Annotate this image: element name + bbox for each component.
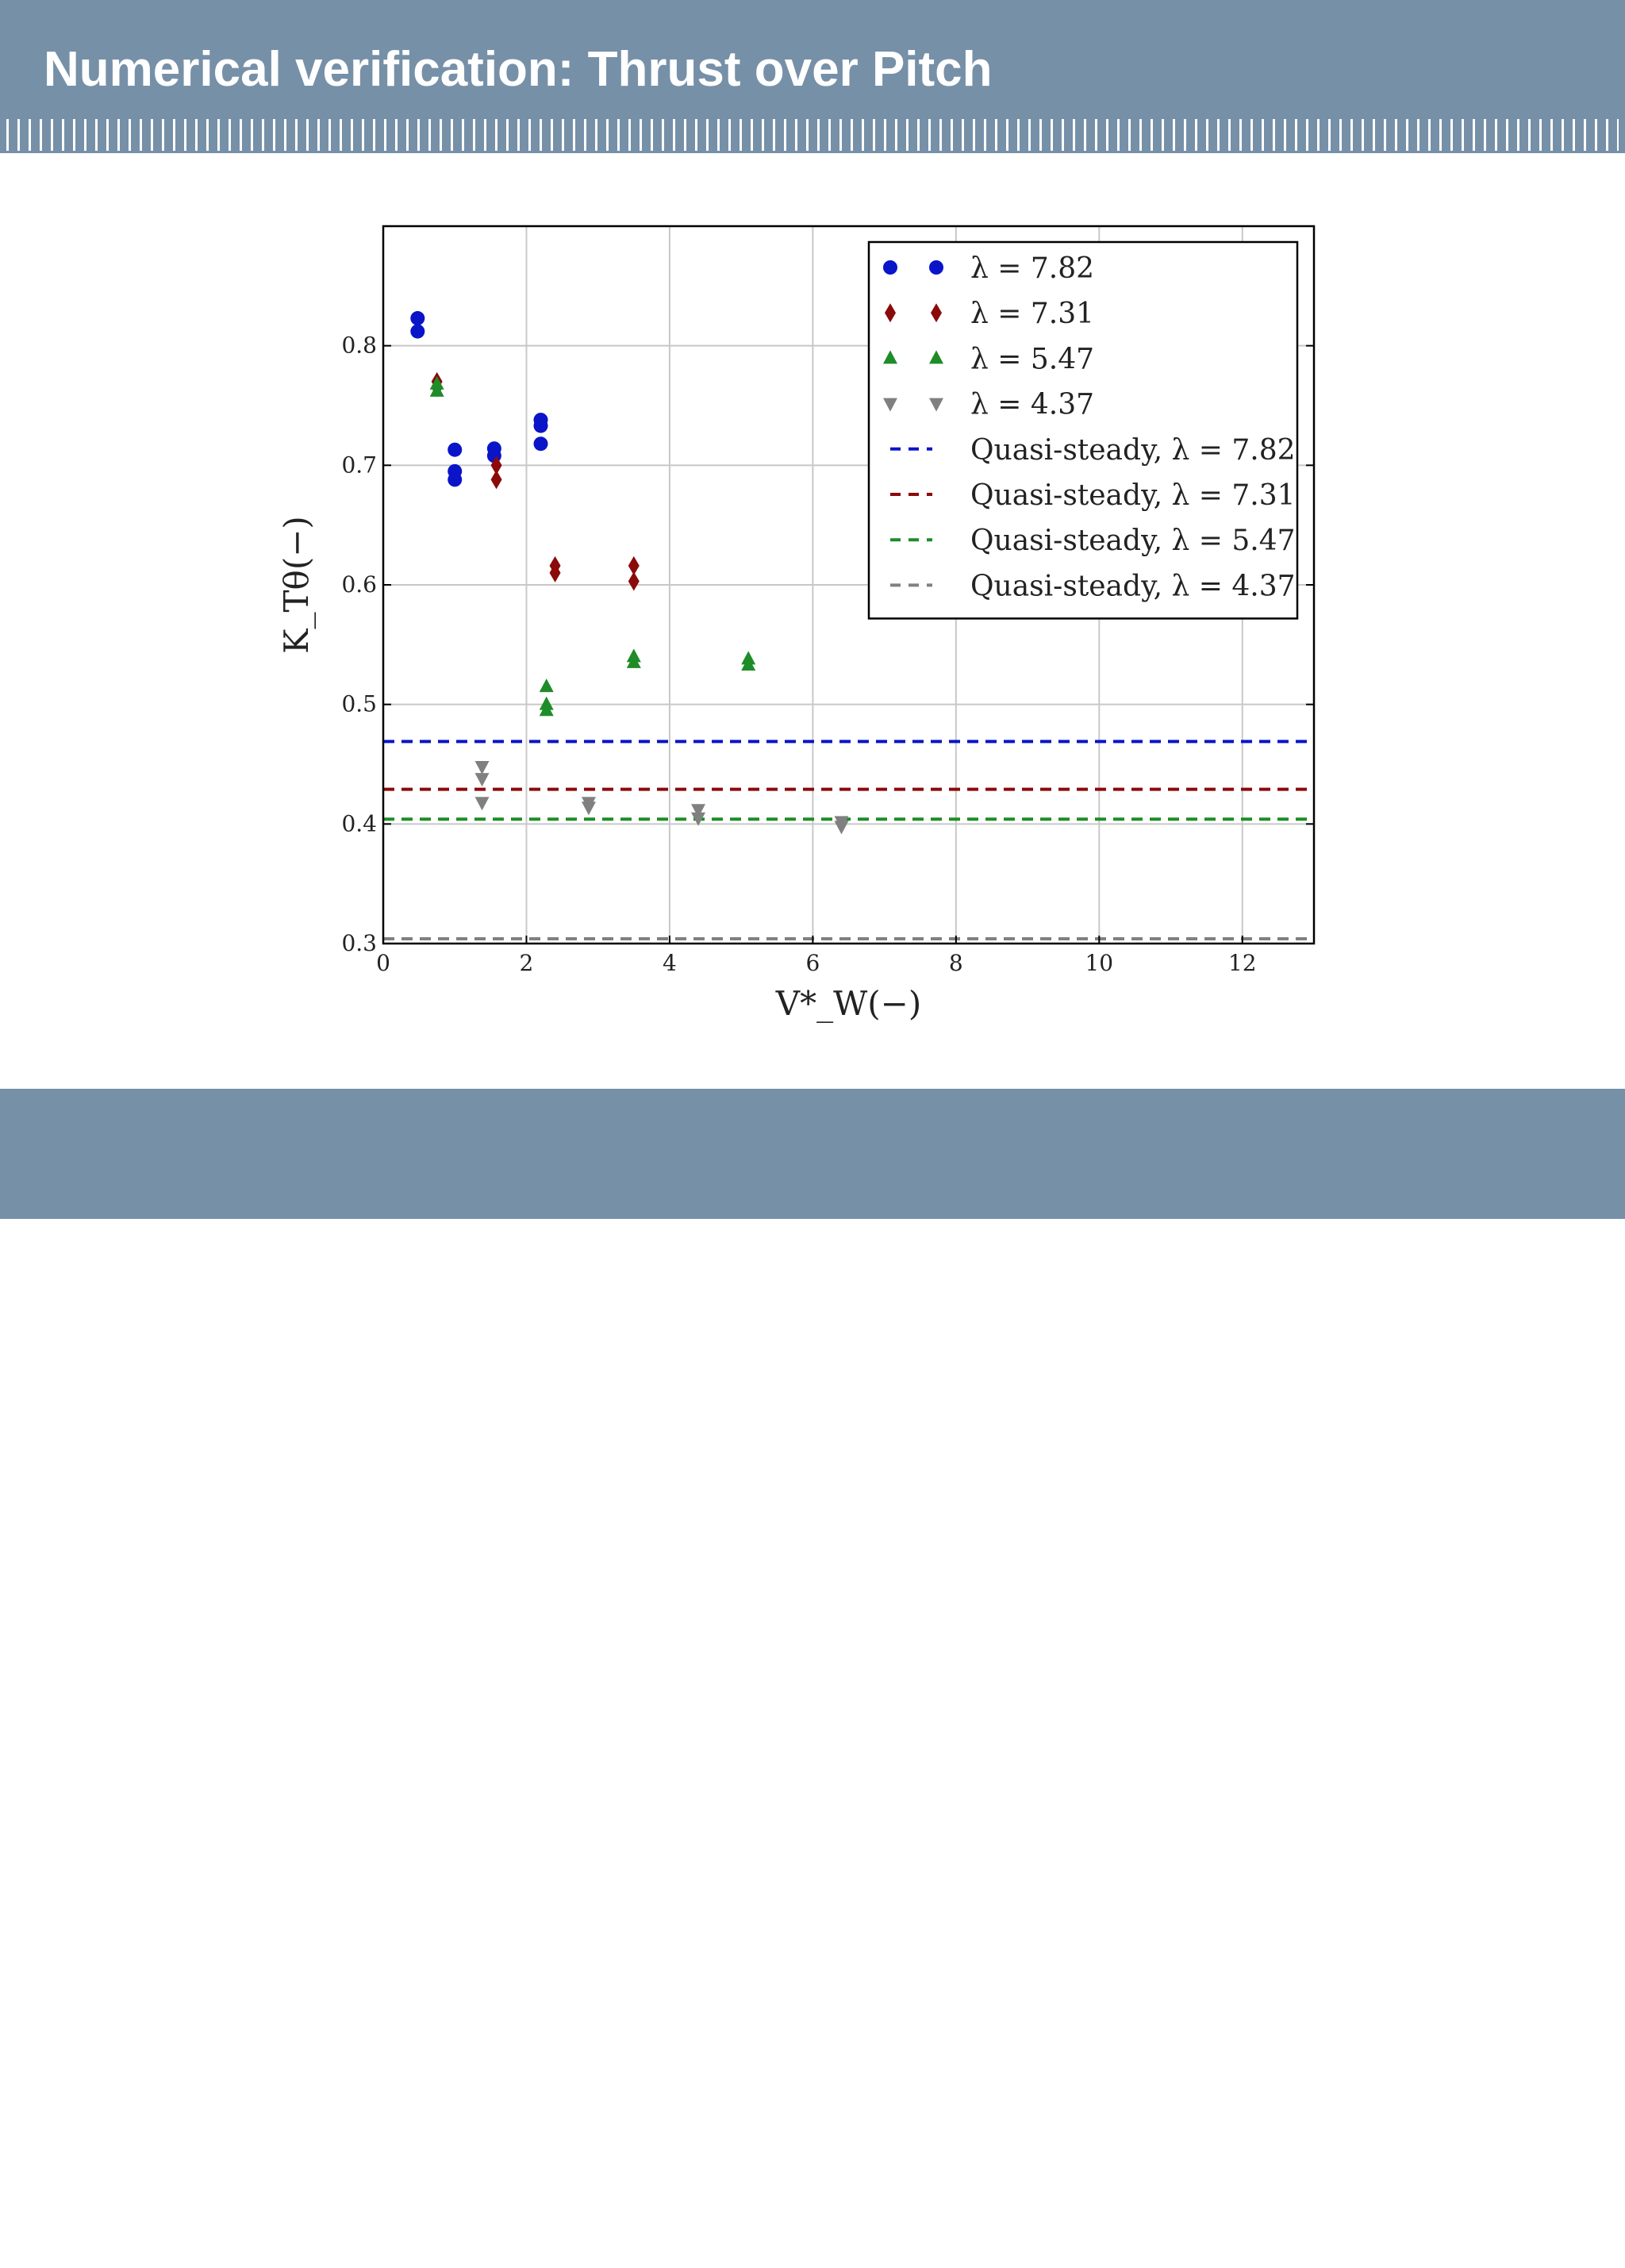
point-7-31 [549, 563, 561, 582]
legend-label: Quasi-steady, λ = 7.82 [970, 434, 1296, 467]
point-5-47 [429, 375, 444, 390]
point-4-37 [474, 773, 490, 787]
point-4-37 [834, 821, 849, 835]
legend-label: Quasi-steady, λ = 7.31 [970, 479, 1296, 512]
x-tick-label: 0 [376, 950, 390, 976]
legend-label: λ = 5.47 [970, 343, 1094, 375]
thrust-pitch-chart: 0 2 4 6 8 10 12 0.3 0.4 0.5 0.6 0.7 0.8 V*_W(−) K_Tθ… [277, 225, 1316, 1023]
point-4-37 [691, 804, 706, 818]
quasi-steady-lines [383, 740, 1314, 940]
legend-marker-swatch [883, 260, 897, 275]
legend-item-quasi-steady-4-37: Quasi-steady, λ = 4.37 [890, 570, 1296, 602]
x-tick-label: 8 [949, 950, 963, 976]
y-tick-label: 0.5 [341, 691, 377, 717]
x-tick-label: 10 [1085, 950, 1113, 976]
point-7-82 [448, 472, 463, 487]
legend-item-quasi-steady-7-82: Quasi-steady, λ = 7.82 [890, 434, 1296, 467]
point-5-47 [626, 654, 641, 668]
point-7-31 [628, 555, 640, 575]
point-5-47 [539, 678, 554, 693]
y-tick-label: 0.6 [341, 571, 377, 598]
point-7-82 [448, 442, 463, 457]
legend-label: Quasi-steady, λ = 5.47 [970, 525, 1296, 557]
point-5-47 [741, 656, 756, 671]
point-5-47 [539, 702, 554, 717]
legend-marker-swatch [883, 398, 897, 412]
legend-item-4-37: λ = 4.37 [883, 389, 1094, 421]
university-logo: POLITECNICO MILANO 1863 [1087, 2225, 1590, 2266]
point-5-47 [429, 382, 444, 397]
slide-header: Numerical verification: Thrust over Pitc… [0, 0, 1625, 153]
slide-footer: I. Bayati, M. Belloli, L. Bernini, A. Za… [0, 1089, 1625, 2266]
point-4-37 [691, 812, 706, 826]
x-axis-label: V*_W(−) [775, 984, 921, 1023]
point-7-82 [410, 311, 425, 326]
legend-marker-swatch [885, 303, 896, 323]
point-4-37 [474, 761, 490, 775]
point-4-37 [474, 797, 490, 811]
point-7-82 [533, 418, 548, 433]
legend-item-quasi-steady-5-47: Quasi-steady, λ = 5.47 [890, 525, 1296, 557]
point-4-37 [581, 801, 596, 816]
author-belloli: M. Belloli [236, 2225, 374, 2262]
legend-label: λ = 7.82 [970, 252, 1094, 285]
y-axis-label: K_Tθ(−) [277, 516, 316, 654]
point-7-31 [490, 470, 502, 490]
point-7-31 [628, 571, 640, 591]
legend-item-7-31: λ = 7.31 [885, 298, 1094, 330]
legend-marker-swatch [929, 350, 943, 364]
legend-marker-swatch [883, 350, 897, 364]
y-tick-label: 0.3 [341, 930, 377, 956]
header-stripe-pattern [6, 119, 1619, 151]
legend-label: λ = 4.37 [970, 389, 1094, 421]
point-7-82 [410, 324, 425, 339]
legend-items: λ = 7.82 λ = 7.31 λ = 5.47 λ = 4.37 Quasi-st… [883, 252, 1296, 602]
data-points [410, 311, 849, 835]
legend-marker-swatch [931, 303, 942, 323]
author-list: I. Bayati, M. Belloli, L. Bernini, A. Za… [97, 2221, 660, 2266]
y-tick-label: 0.8 [341, 333, 377, 359]
legend-label: Quasi-steady, λ = 4.37 [970, 570, 1296, 602]
legend-marker-swatch [929, 398, 943, 412]
author-others: , L. Bernini, A. Zasso [373, 2225, 661, 2262]
legend-item-7-82: λ = 7.82 [883, 252, 1094, 285]
axis-ticks: 0 2 4 6 8 10 12 0.3 0.4 0.5 0.6 0.7 0.8 [341, 333, 1314, 976]
legend-marker-swatch [929, 260, 943, 275]
point-7-31 [490, 456, 502, 475]
author-bayati: I. Bayati, [97, 2225, 221, 2262]
chart-legend: λ = 7.82 λ = 7.31 λ = 5.47 λ = 4.37 Quasi-st… [867, 240, 1299, 620]
x-tick-label: 12 [1228, 950, 1257, 976]
y-tick-label: 0.4 [341, 810, 377, 836]
y-tick-label: 0.7 [341, 452, 377, 478]
x-tick-label: 2 [520, 950, 534, 976]
x-tick-label: 4 [663, 950, 677, 976]
legend-item-5-47: λ = 5.47 [883, 343, 1094, 375]
point-7-82 [533, 436, 548, 452]
legend-item-quasi-steady-7-31: Quasi-steady, λ = 7.31 [890, 479, 1296, 512]
legend-box [867, 240, 1299, 620]
slide-title: Numerical verification: Thrust over Pitc… [44, 42, 993, 97]
legend-label: λ = 7.31 [970, 298, 1094, 330]
x-tick-label: 6 [805, 950, 820, 976]
